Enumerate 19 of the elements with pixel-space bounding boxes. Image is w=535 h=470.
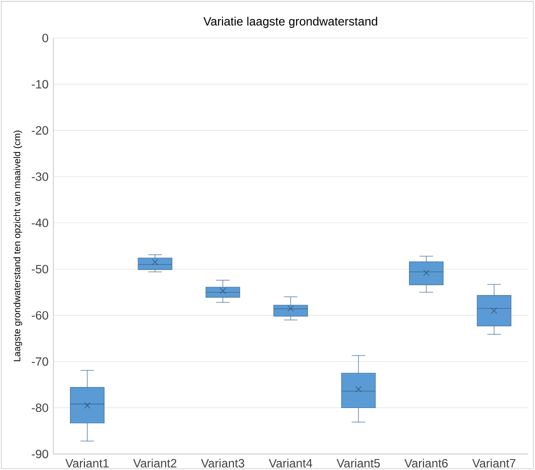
y-tick-label: -90 xyxy=(32,450,48,458)
y-tick-label: -80 xyxy=(32,404,48,412)
y-tick-label: -40 xyxy=(32,218,48,228)
y-tick-label: -20 xyxy=(32,126,48,135)
y-tick-label: 0 xyxy=(42,34,48,42)
y-tick-label: -30 xyxy=(32,172,48,181)
x-tick-label: Variant3 xyxy=(201,458,244,468)
y-tick-label: -60 xyxy=(32,311,48,320)
x-tick-label: Variant2 xyxy=(133,458,176,468)
x-tick-label: Variant7 xyxy=(472,458,516,468)
x-tick-label: Variant1 xyxy=(65,458,109,468)
y-tick-label: -70 xyxy=(32,357,48,366)
y-axis-title: Laagste grondwaterstand ten opzicht van maaiveld (cm) xyxy=(13,130,22,362)
chart-title: Variatie laagste grondwaterstand xyxy=(203,16,378,28)
y-tick-label: -10 xyxy=(32,80,48,88)
x-tick-label: Variant5 xyxy=(336,458,380,468)
x-tick-label: Variant4 xyxy=(268,458,312,468)
x-tick-label: Variant6 xyxy=(404,458,448,468)
y-tick-label: -50 xyxy=(32,264,48,274)
